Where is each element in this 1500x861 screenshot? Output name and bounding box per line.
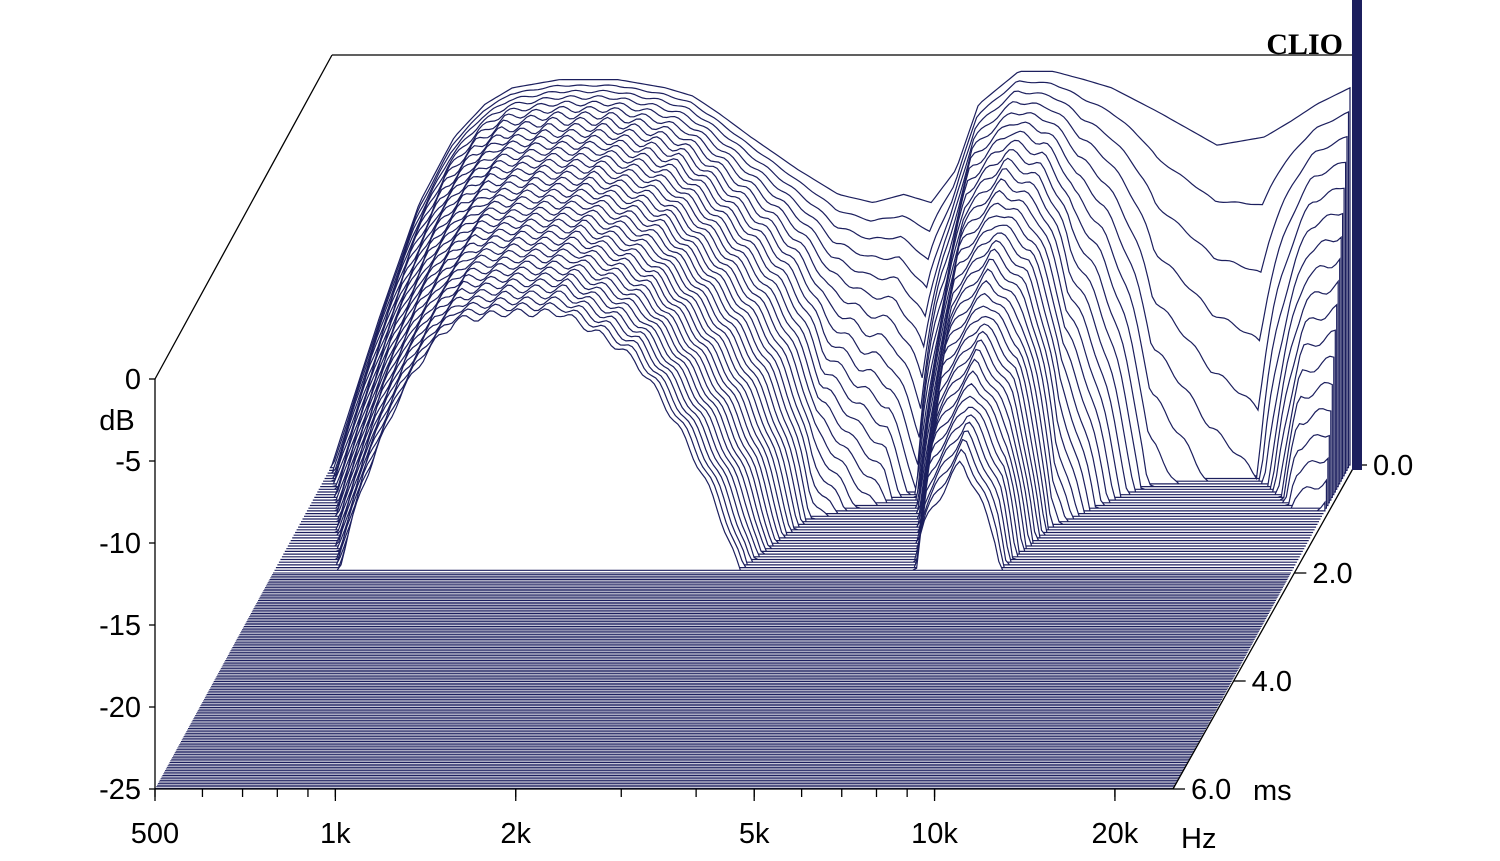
db-tick-label: -20 bbox=[99, 692, 141, 724]
db-tick-label: -15 bbox=[99, 610, 141, 642]
end-slice-bar bbox=[1352, 0, 1362, 470]
freq-tick-label: 500 bbox=[131, 818, 179, 850]
hz-unit-label: Hz bbox=[1181, 823, 1216, 855]
time-tick-label: 0.0 bbox=[1373, 450, 1413, 482]
decay-slice bbox=[274, 308, 1293, 571]
db-tick-label: 0 bbox=[125, 364, 141, 396]
brand-logo: CLIO bbox=[1266, 28, 1343, 61]
time-tick-label: 2.0 bbox=[1312, 558, 1352, 590]
db-tick-label: -10 bbox=[99, 528, 141, 560]
db-unit-label: dB bbox=[99, 405, 134, 437]
freq-tick-label: 2k bbox=[500, 818, 531, 850]
slice-group bbox=[155, 70, 1351, 789]
db-tick-label: -25 bbox=[99, 774, 141, 806]
ms-unit-label: ms bbox=[1253, 775, 1292, 807]
freq-tick-label: 10k bbox=[911, 818, 958, 850]
db-tick-label: -5 bbox=[115, 446, 141, 478]
axes bbox=[149, 54, 1367, 801]
freq-tick-label: 20k bbox=[1092, 818, 1139, 850]
time-tick-label: 4.0 bbox=[1252, 666, 1292, 698]
time-axis-line bbox=[1172, 464, 1356, 790]
freq-tick-label: 1k bbox=[320, 818, 351, 850]
tick-labels: 0 -5 -10 -15 -20 -25 500 1k 2k 5k 10k 20k 0.0 2.0 4.0 6… bbox=[99, 364, 1413, 850]
top-depth-line bbox=[154, 54, 333, 380]
freq-tick-label: 5k bbox=[739, 818, 770, 850]
time-tick-label: 6.0 bbox=[1191, 774, 1231, 806]
